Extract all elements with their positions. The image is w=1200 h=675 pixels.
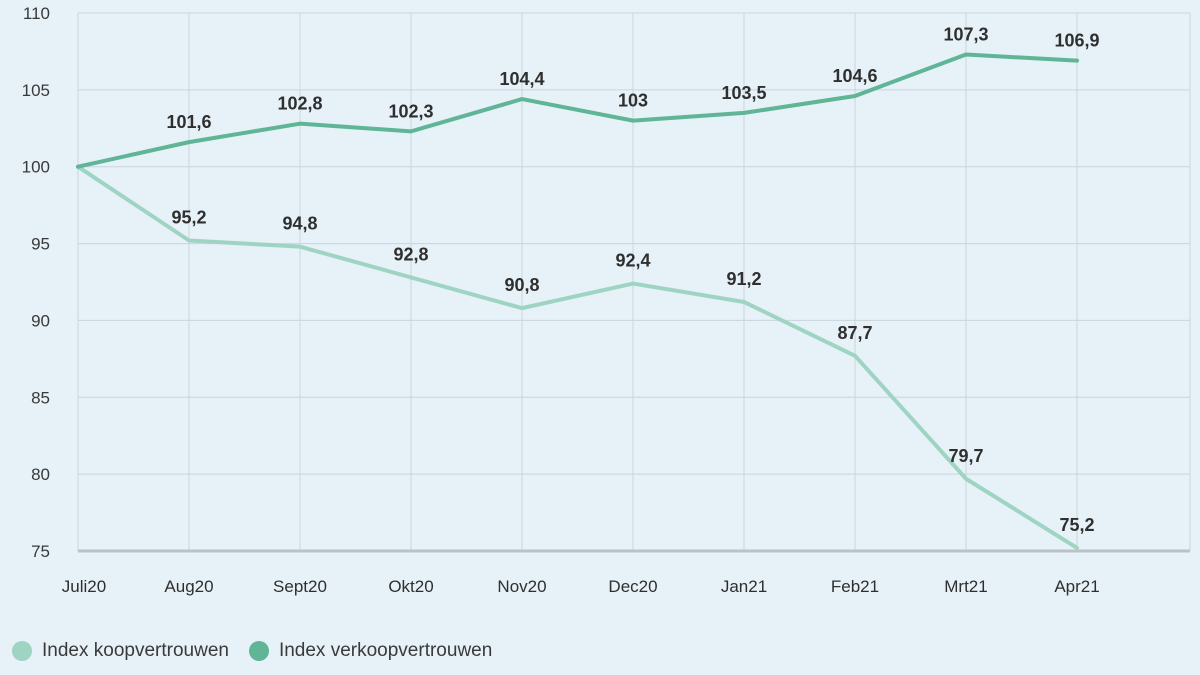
y-tick-label-100: 100 (22, 158, 50, 177)
legend-swatch-koopvertrouwen (12, 641, 32, 661)
data-label-verkoopvertrouwen-jan21: 103,5 (721, 83, 766, 103)
y-tick-label-90: 90 (31, 311, 50, 330)
x-tick-label-nov20: Nov20 (497, 577, 546, 596)
x-tick-label-okt20: Okt20 (388, 577, 433, 596)
data-label-verkoopvertrouwen-dec20: 103 (618, 91, 648, 111)
series-line-koopvertrouwen (76, 164, 1079, 550)
x-tick-label-feb21: Feb21 (831, 577, 879, 596)
x-tick-label-apr21: Apr21 (1054, 577, 1099, 596)
legend-label-verkoopvertrouwen: Index verkoopvertrouwen (278, 640, 493, 661)
x-tick-label-mrt21: Mrt21 (944, 577, 987, 596)
data-label-verkoopvertrouwen-apr21: 106,9 (1054, 31, 1099, 51)
data-label-koopvertrouwen-sept20: 94,8 (282, 214, 317, 234)
series-line-verkoopvertrouwen (76, 52, 1079, 169)
x-tick-label-dec20: Dec20 (608, 577, 657, 596)
data-label-verkoopvertrouwen-sept20: 102,8 (277, 94, 322, 114)
data-label-verkoopvertrouwen-okt20: 102,3 (388, 101, 433, 121)
legend-swatch-verkoopvertrouwen (248, 641, 269, 661)
x-tick-label-sept20: Sept20 (273, 577, 327, 596)
y-tick-label-75: 75 (31, 542, 50, 561)
legend-item-verkoopvertrouwen: Index verkoopvertrouwen (248, 640, 493, 662)
legend: Index koopvertrouwen Index verkoopvertro… (12, 640, 492, 662)
y-tick-label-95: 95 (31, 235, 50, 254)
data-label-koopvertrouwen-okt20: 92,8 (393, 244, 428, 264)
legend-item-koopvertrouwen: Index koopvertrouwen (12, 640, 229, 662)
data-label-koopvertrouwen-feb21: 87,7 (837, 323, 872, 343)
data-label-koopvertrouwen-apr21: 75,2 (1059, 515, 1094, 535)
data-label-koopvertrouwen-aug20: 95,2 (171, 207, 206, 227)
data-label-koopvertrouwen-mrt21: 79,7 (948, 446, 983, 466)
y-tick-label-85: 85 (31, 388, 50, 407)
x-tick-label-aug20: Aug20 (164, 577, 213, 596)
y-tick-label-80: 80 (31, 465, 50, 484)
data-label-koopvertrouwen-jan21: 91,2 (726, 269, 761, 289)
data-label-verkoopvertrouwen-nov20: 104,4 (499, 69, 544, 89)
data-label-verkoopvertrouwen-aug20: 101,6 (166, 112, 211, 132)
data-label-koopvertrouwen-nov20: 90,8 (504, 275, 539, 295)
y-tick-label-105: 105 (22, 81, 50, 100)
y-tick-label-110: 110 (23, 4, 50, 23)
data-label-verkoopvertrouwen-feb21: 104,6 (832, 66, 877, 86)
legend-label-koopvertrouwen: Index koopvertrouwen (42, 640, 229, 661)
x-tick-label-jan21: Jan21 (721, 577, 767, 596)
data-label-koopvertrouwen-dec20: 92,4 (615, 251, 650, 271)
data-label-verkoopvertrouwen-mrt21: 107,3 (943, 25, 988, 45)
x-tick-label-juli20: Juli20 (62, 577, 106, 596)
